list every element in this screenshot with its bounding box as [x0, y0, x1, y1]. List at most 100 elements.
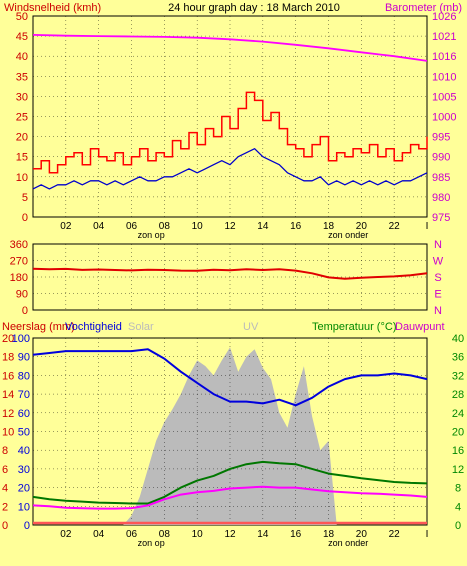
x-tick-label: 14	[257, 529, 269, 540]
sunrise-label: zon op	[138, 230, 165, 240]
direction-y-ticks: 0 90 180 270 360	[10, 239, 28, 317]
wind-tick-label: 35	[16, 71, 28, 83]
wind-y-ticks: 0 5 10 15 20 25 30 35 40 45 50	[16, 11, 28, 224]
x-tick-label: 22	[389, 221, 401, 232]
x-tick-label: 10	[192, 529, 204, 540]
barometer-tick-label: 1010	[432, 71, 456, 83]
temperature-tick-label: 8	[455, 483, 461, 495]
x-tick-label: 08	[159, 221, 171, 232]
wind-tick-label: 45	[16, 31, 28, 43]
rain-tick-label: 18	[2, 352, 14, 364]
wind-tick-label: 40	[16, 51, 28, 63]
rain-tick-label: 16	[2, 370, 14, 382]
direction-tick-label: 270	[10, 256, 28, 268]
temperature-tick-label: 40	[452, 333, 464, 345]
barometer-tick-label: 975	[432, 212, 450, 224]
temperature-tick-label: 28	[452, 389, 464, 401]
x-tick-label: 04	[93, 221, 105, 232]
wind-tick-label: 30	[16, 91, 28, 103]
humidity-tick-label: 70	[18, 389, 30, 401]
barometer-tick-label: 990	[432, 152, 450, 164]
wind-tick-label: 0	[22, 212, 28, 224]
humidity-tick-label: 100	[12, 333, 30, 345]
compass-tick-label: E	[434, 289, 441, 301]
direction-tick-label: 180	[10, 272, 28, 284]
x-tick-label: 12	[224, 221, 236, 232]
x-tick-label: 10	[192, 221, 204, 232]
temperature-axis-label: Temperatuur (°C)	[312, 321, 396, 333]
x-tick-label: 02	[60, 221, 72, 232]
rain-tick-label: 8	[2, 445, 8, 457]
compass-tick-label: W	[433, 256, 444, 268]
sunset-label: zon onder	[328, 538, 368, 548]
humidity-tick-label: 40	[18, 445, 30, 457]
rain-tick-label: 12	[2, 408, 14, 420]
humidity-tick-label: 10	[18, 501, 30, 513]
humidity-series-line	[32, 348, 428, 407]
direction-tick-label: 90	[16, 289, 28, 301]
direction-tick-label: 0	[22, 305, 28, 317]
humidity-tick-label: 20	[18, 483, 30, 495]
humidity-tick-label: 80	[18, 370, 30, 382]
barometer-tick-label: 1021	[432, 31, 456, 43]
wind-tick-label: 50	[16, 11, 28, 23]
solar-area	[33, 347, 427, 525]
temperature-tick-label: 16	[452, 445, 464, 457]
compass-tick-label: N	[434, 305, 442, 317]
humidity-tick-label: 0	[24, 520, 30, 532]
x-tick-label: 08	[159, 529, 171, 540]
rain-tick-label: 0	[2, 520, 8, 532]
x-tick-label: 06	[126, 221, 138, 232]
x-tick-label: 20	[356, 221, 368, 232]
wind-tick-label: 20	[16, 132, 28, 144]
x-tick-label: 20	[356, 529, 368, 540]
barometer-tick-label: 985	[432, 172, 450, 184]
temperature-y-ticks: 0 4 8 12 16 20 24 28 32 36 40	[452, 333, 464, 532]
temperature-tick-label: 24	[452, 408, 464, 420]
dewpoint-axis-label: Dauwpunt	[395, 321, 445, 333]
barometer-tick-label: 1026	[432, 11, 456, 23]
barometer-tick-label: 1005	[432, 91, 456, 103]
dewpoint-series-line	[32, 485, 428, 510]
temperature-tick-label: 32	[452, 370, 464, 382]
wind-axis-label: Windsnelheid (kmh)	[4, 2, 101, 14]
wind-tick-label: 5	[22, 192, 28, 204]
solar-axis-label: Solar	[128, 321, 154, 333]
rain-axis-label: Neerslag (mm)	[2, 321, 75, 333]
humidity-y-ticks: 0 10 20 30 40 50 60 70 80 90 100	[12, 333, 30, 532]
wind-series	[32, 34, 428, 190]
wind-avg-series-line	[32, 148, 428, 190]
temperature-tick-label: 0	[455, 520, 461, 532]
rain-tick-label: 10	[2, 427, 14, 439]
x-tick-label: 06	[126, 529, 138, 540]
humidity-tick-label: 50	[18, 427, 30, 439]
temperature-series-line	[32, 460, 428, 505]
humidity-axis-label: Vochtigheid	[65, 321, 122, 333]
temperature-tick-label: 12	[452, 464, 464, 476]
x-end-tick: I	[426, 221, 429, 232]
x-tick-label: 18	[323, 221, 335, 232]
rain-tick-label: 20	[2, 333, 14, 345]
uv-axis-label: UV	[243, 321, 259, 333]
gust-series-line	[33, 91, 428, 174]
sunrise-label: zon op	[138, 538, 165, 548]
x-tick-label: 16	[290, 221, 302, 232]
barometer-y-ticks: 975 980 985 990 995 1000 1005 1010 1016 1021 1026	[432, 11, 456, 224]
barometer-axis-label: Barometer (mb)	[385, 2, 462, 14]
rain-y-ticks: 0 2 4 6 8 10 12 14 16 18 20	[2, 333, 14, 532]
x-tick-label: 16	[290, 529, 302, 540]
x-tick-label: 18	[323, 529, 335, 540]
direction-series	[32, 267, 428, 280]
compass-tick-label: N	[434, 239, 442, 251]
wind-tick-label: 25	[16, 112, 28, 124]
sunset-label: zon onder	[328, 230, 368, 240]
humidity-tick-label: 60	[18, 408, 30, 420]
direction-tick-label: 360	[10, 239, 28, 251]
humidity-tick-label: 90	[18, 352, 30, 364]
